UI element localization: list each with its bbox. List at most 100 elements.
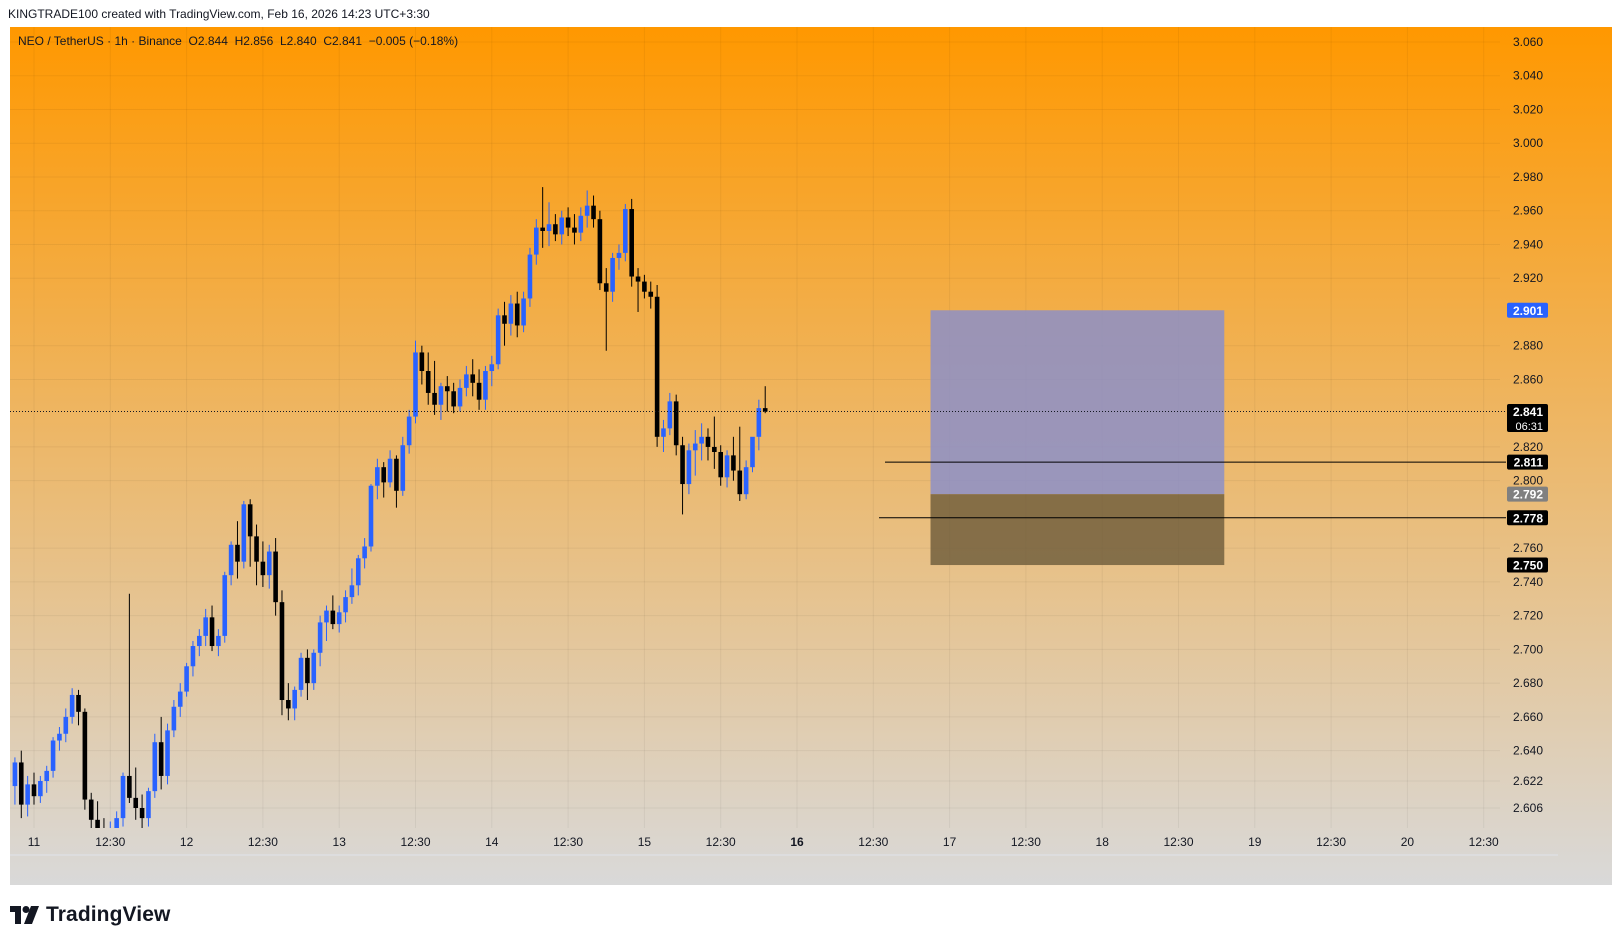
candle (629, 198, 634, 287)
price-tag-level-text: 2.811 (1514, 456, 1544, 470)
time-tick-label: 12:30 (95, 835, 125, 849)
candle (209, 605, 215, 652)
candle-body (610, 257, 615, 292)
candle (534, 219, 539, 265)
candle-body (324, 610, 329, 623)
legend-high: H2.856 (234, 34, 274, 48)
candlestick-series (12, 187, 768, 828)
time-tick-label: 12:30 (1469, 835, 1499, 849)
candle-body (254, 536, 259, 562)
candle-body (724, 455, 730, 478)
candle (273, 538, 278, 616)
price-tag-level: 2.778 (1507, 510, 1548, 526)
candle-body (336, 612, 342, 625)
candle (292, 686, 297, 721)
candle-body (654, 296, 660, 437)
candle-body (76, 694, 81, 712)
price-tag-last-text: 2.841 (1513, 405, 1543, 419)
candle-body (120, 775, 126, 819)
price-axis[interactable]: 3.060 3.040 3.020 3.000 2.980 2.960 2.940 2.920… (1507, 35, 1548, 815)
candle (38, 775, 43, 803)
candle-body (44, 770, 50, 782)
candle-body (57, 733, 62, 741)
symbol-legend: NEO / TetherUS · 1h · Binance O2.844 H2.… (18, 34, 458, 48)
candle-body (158, 742, 164, 776)
candle-body (184, 666, 189, 692)
time-tick-label: 18 (1096, 835, 1110, 849)
candle-body (731, 455, 736, 471)
candle-body (438, 386, 444, 405)
candle-body (31, 784, 37, 797)
candle-body (553, 224, 558, 235)
time-axis[interactable]: 11 12:30 12 12:30 13 12:30 14 12:30 15 12:30 16 12:… (28, 835, 1499, 849)
candle-body (629, 209, 634, 277)
candle (311, 649, 317, 690)
candle (133, 767, 139, 820)
price-tag-last-box (1507, 404, 1548, 433)
time-tick-label: 12:30 (1316, 835, 1346, 849)
candle (686, 443, 692, 495)
candle-body (165, 730, 170, 776)
candle-body (273, 551, 278, 603)
candle-body (578, 215, 584, 233)
candle (559, 210, 565, 245)
candle (521, 291, 526, 333)
tradingview-logo[interactable]: TradingView (10, 903, 170, 927)
candle (673, 394, 679, 456)
candle (381, 462, 387, 498)
candle (266, 544, 272, 589)
candle-body (718, 451, 723, 478)
candle (76, 689, 81, 726)
candle (750, 436, 755, 473)
candle-body (286, 700, 291, 709)
price-tag-level-box (1507, 510, 1548, 526)
candle-body (699, 436, 704, 444)
candle (387, 450, 393, 488)
candle (743, 460, 749, 500)
candle (298, 652, 304, 697)
candle (69, 688, 75, 724)
candle (737, 426, 743, 501)
time-tick-label: 17 (943, 835, 957, 849)
candle (222, 571, 228, 643)
time-tick-label: 12:30 (858, 835, 888, 849)
candle-body (25, 784, 30, 805)
price-tick-label: 3.020 (1513, 102, 1543, 116)
candle (451, 382, 456, 414)
stop-loss-zone[interactable] (930, 494, 1225, 566)
candle (578, 207, 584, 242)
candle-body (88, 799, 94, 820)
candle-body (737, 470, 743, 495)
candle (88, 792, 94, 828)
candle-body (190, 646, 196, 667)
candle (241, 500, 247, 569)
candle (692, 430, 698, 476)
candle (177, 683, 183, 717)
candle-body (279, 602, 285, 701)
candle (680, 436, 685, 515)
candle (406, 409, 412, 454)
candle (82, 708, 88, 810)
price-tag-level: 2.811 (1507, 454, 1548, 470)
time-tick-label: 12:30 (400, 835, 430, 849)
position-tool[interactable] (930, 310, 1225, 566)
candle-body (69, 694, 75, 717)
candle (546, 202, 552, 247)
time-tick-label: 13 (333, 835, 347, 849)
candle (139, 794, 145, 828)
candle-body (216, 635, 221, 647)
candle-body (648, 291, 654, 297)
candle (432, 360, 437, 415)
price-tick-label: 2.660 (1513, 710, 1543, 724)
candle (457, 379, 463, 412)
candle (762, 386, 768, 414)
candle-body (413, 352, 418, 417)
time-tick-label: 12 (180, 835, 194, 849)
candle (336, 605, 342, 633)
candle (260, 541, 266, 587)
target-zone[interactable] (930, 310, 1225, 495)
price-tick-label: 2.606 (1513, 801, 1543, 815)
candle-body (139, 808, 145, 819)
price-tick-label: 2.622 (1513, 774, 1543, 788)
